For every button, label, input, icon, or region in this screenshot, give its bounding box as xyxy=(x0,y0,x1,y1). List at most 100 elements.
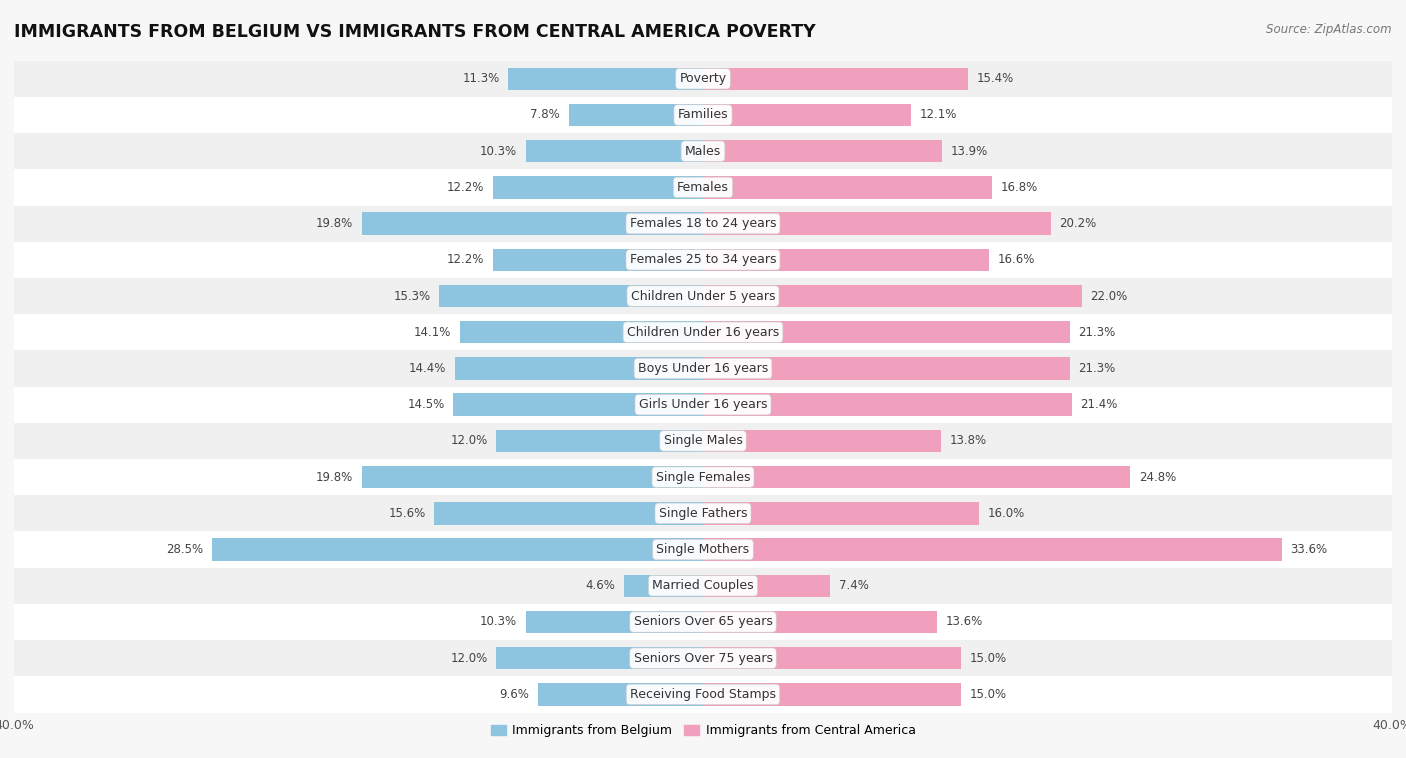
Text: 15.0%: 15.0% xyxy=(970,688,1007,701)
Text: Girls Under 16 years: Girls Under 16 years xyxy=(638,398,768,411)
Bar xyxy=(14,423,1392,459)
Text: 21.3%: 21.3% xyxy=(1078,326,1116,339)
Text: 33.6%: 33.6% xyxy=(1291,543,1327,556)
Bar xyxy=(453,393,703,416)
Text: IMMIGRANTS FROM BELGIUM VS IMMIGRANTS FROM CENTRAL AMERICA POVERTY: IMMIGRANTS FROM BELGIUM VS IMMIGRANTS FR… xyxy=(14,23,815,41)
Bar xyxy=(496,647,703,669)
Text: 12.2%: 12.2% xyxy=(447,253,484,266)
Bar xyxy=(14,205,1392,242)
Bar xyxy=(703,67,969,90)
Text: Seniors Over 75 years: Seniors Over 75 years xyxy=(634,652,772,665)
Bar xyxy=(537,683,703,706)
Text: Children Under 16 years: Children Under 16 years xyxy=(627,326,779,339)
Text: 20.2%: 20.2% xyxy=(1060,217,1097,230)
Legend: Immigrants from Belgium, Immigrants from Central America: Immigrants from Belgium, Immigrants from… xyxy=(485,719,921,742)
Text: 7.4%: 7.4% xyxy=(839,579,869,592)
Bar xyxy=(703,683,962,706)
Bar xyxy=(14,350,1392,387)
Bar xyxy=(460,321,703,343)
Bar xyxy=(703,502,979,525)
Text: Source: ZipAtlas.com: Source: ZipAtlas.com xyxy=(1267,23,1392,36)
Bar xyxy=(624,575,703,597)
Bar xyxy=(703,285,1083,307)
Bar xyxy=(14,568,1392,604)
Bar xyxy=(703,538,1282,561)
Text: 10.3%: 10.3% xyxy=(479,145,517,158)
Text: Females: Females xyxy=(678,181,728,194)
Bar xyxy=(440,285,703,307)
Text: 13.9%: 13.9% xyxy=(950,145,988,158)
Bar xyxy=(361,466,703,488)
Bar xyxy=(703,611,938,633)
Bar xyxy=(703,393,1071,416)
Text: 14.1%: 14.1% xyxy=(415,326,451,339)
Bar xyxy=(703,212,1050,235)
Bar xyxy=(14,314,1392,350)
Bar xyxy=(703,321,1070,343)
Bar xyxy=(703,104,911,126)
Text: 15.4%: 15.4% xyxy=(977,72,1014,85)
Text: 4.6%: 4.6% xyxy=(585,579,616,592)
Text: Single Mothers: Single Mothers xyxy=(657,543,749,556)
Text: 21.4%: 21.4% xyxy=(1080,398,1118,411)
Text: 12.1%: 12.1% xyxy=(920,108,957,121)
Text: 16.8%: 16.8% xyxy=(1001,181,1038,194)
Bar xyxy=(14,61,1392,97)
Bar xyxy=(703,430,941,452)
Bar xyxy=(14,676,1392,713)
Text: 22.0%: 22.0% xyxy=(1091,290,1128,302)
Text: 15.3%: 15.3% xyxy=(394,290,430,302)
Text: 12.0%: 12.0% xyxy=(450,434,488,447)
Text: 16.0%: 16.0% xyxy=(987,507,1025,520)
Text: 21.3%: 21.3% xyxy=(1078,362,1116,375)
Bar xyxy=(14,242,1392,278)
Bar xyxy=(14,604,1392,640)
Bar xyxy=(703,176,993,199)
Text: 16.6%: 16.6% xyxy=(997,253,1035,266)
Text: Females 25 to 34 years: Females 25 to 34 years xyxy=(630,253,776,266)
Bar xyxy=(361,212,703,235)
Text: 11.3%: 11.3% xyxy=(463,72,499,85)
Text: Single Fathers: Single Fathers xyxy=(659,507,747,520)
Text: Single Females: Single Females xyxy=(655,471,751,484)
Bar xyxy=(509,67,703,90)
Bar xyxy=(14,133,1392,169)
Text: 14.4%: 14.4% xyxy=(409,362,446,375)
Bar xyxy=(703,140,942,162)
Bar xyxy=(703,647,962,669)
Bar xyxy=(434,502,703,525)
Text: Females 18 to 24 years: Females 18 to 24 years xyxy=(630,217,776,230)
Text: Children Under 5 years: Children Under 5 years xyxy=(631,290,775,302)
Text: 14.5%: 14.5% xyxy=(408,398,444,411)
Bar xyxy=(703,466,1130,488)
Bar xyxy=(496,430,703,452)
Bar xyxy=(14,640,1392,676)
Bar xyxy=(456,357,703,380)
Bar xyxy=(494,176,703,199)
Text: Receiving Food Stamps: Receiving Food Stamps xyxy=(630,688,776,701)
Bar xyxy=(14,495,1392,531)
Bar xyxy=(703,575,831,597)
Text: 19.8%: 19.8% xyxy=(316,471,353,484)
Bar xyxy=(14,531,1392,568)
Bar xyxy=(568,104,703,126)
Text: Poverty: Poverty xyxy=(679,72,727,85)
Bar xyxy=(703,249,988,271)
Text: Single Males: Single Males xyxy=(664,434,742,447)
Text: 15.6%: 15.6% xyxy=(388,507,426,520)
Text: 13.8%: 13.8% xyxy=(949,434,987,447)
Bar xyxy=(14,97,1392,133)
Text: 19.8%: 19.8% xyxy=(316,217,353,230)
Text: Families: Families xyxy=(678,108,728,121)
Text: 12.0%: 12.0% xyxy=(450,652,488,665)
Text: 28.5%: 28.5% xyxy=(166,543,204,556)
Bar xyxy=(14,387,1392,423)
Bar xyxy=(526,611,703,633)
Text: 7.8%: 7.8% xyxy=(530,108,560,121)
Text: Males: Males xyxy=(685,145,721,158)
Bar xyxy=(212,538,703,561)
Bar xyxy=(703,357,1070,380)
Text: Married Couples: Married Couples xyxy=(652,579,754,592)
Text: 24.8%: 24.8% xyxy=(1139,471,1175,484)
Text: 15.0%: 15.0% xyxy=(970,652,1007,665)
